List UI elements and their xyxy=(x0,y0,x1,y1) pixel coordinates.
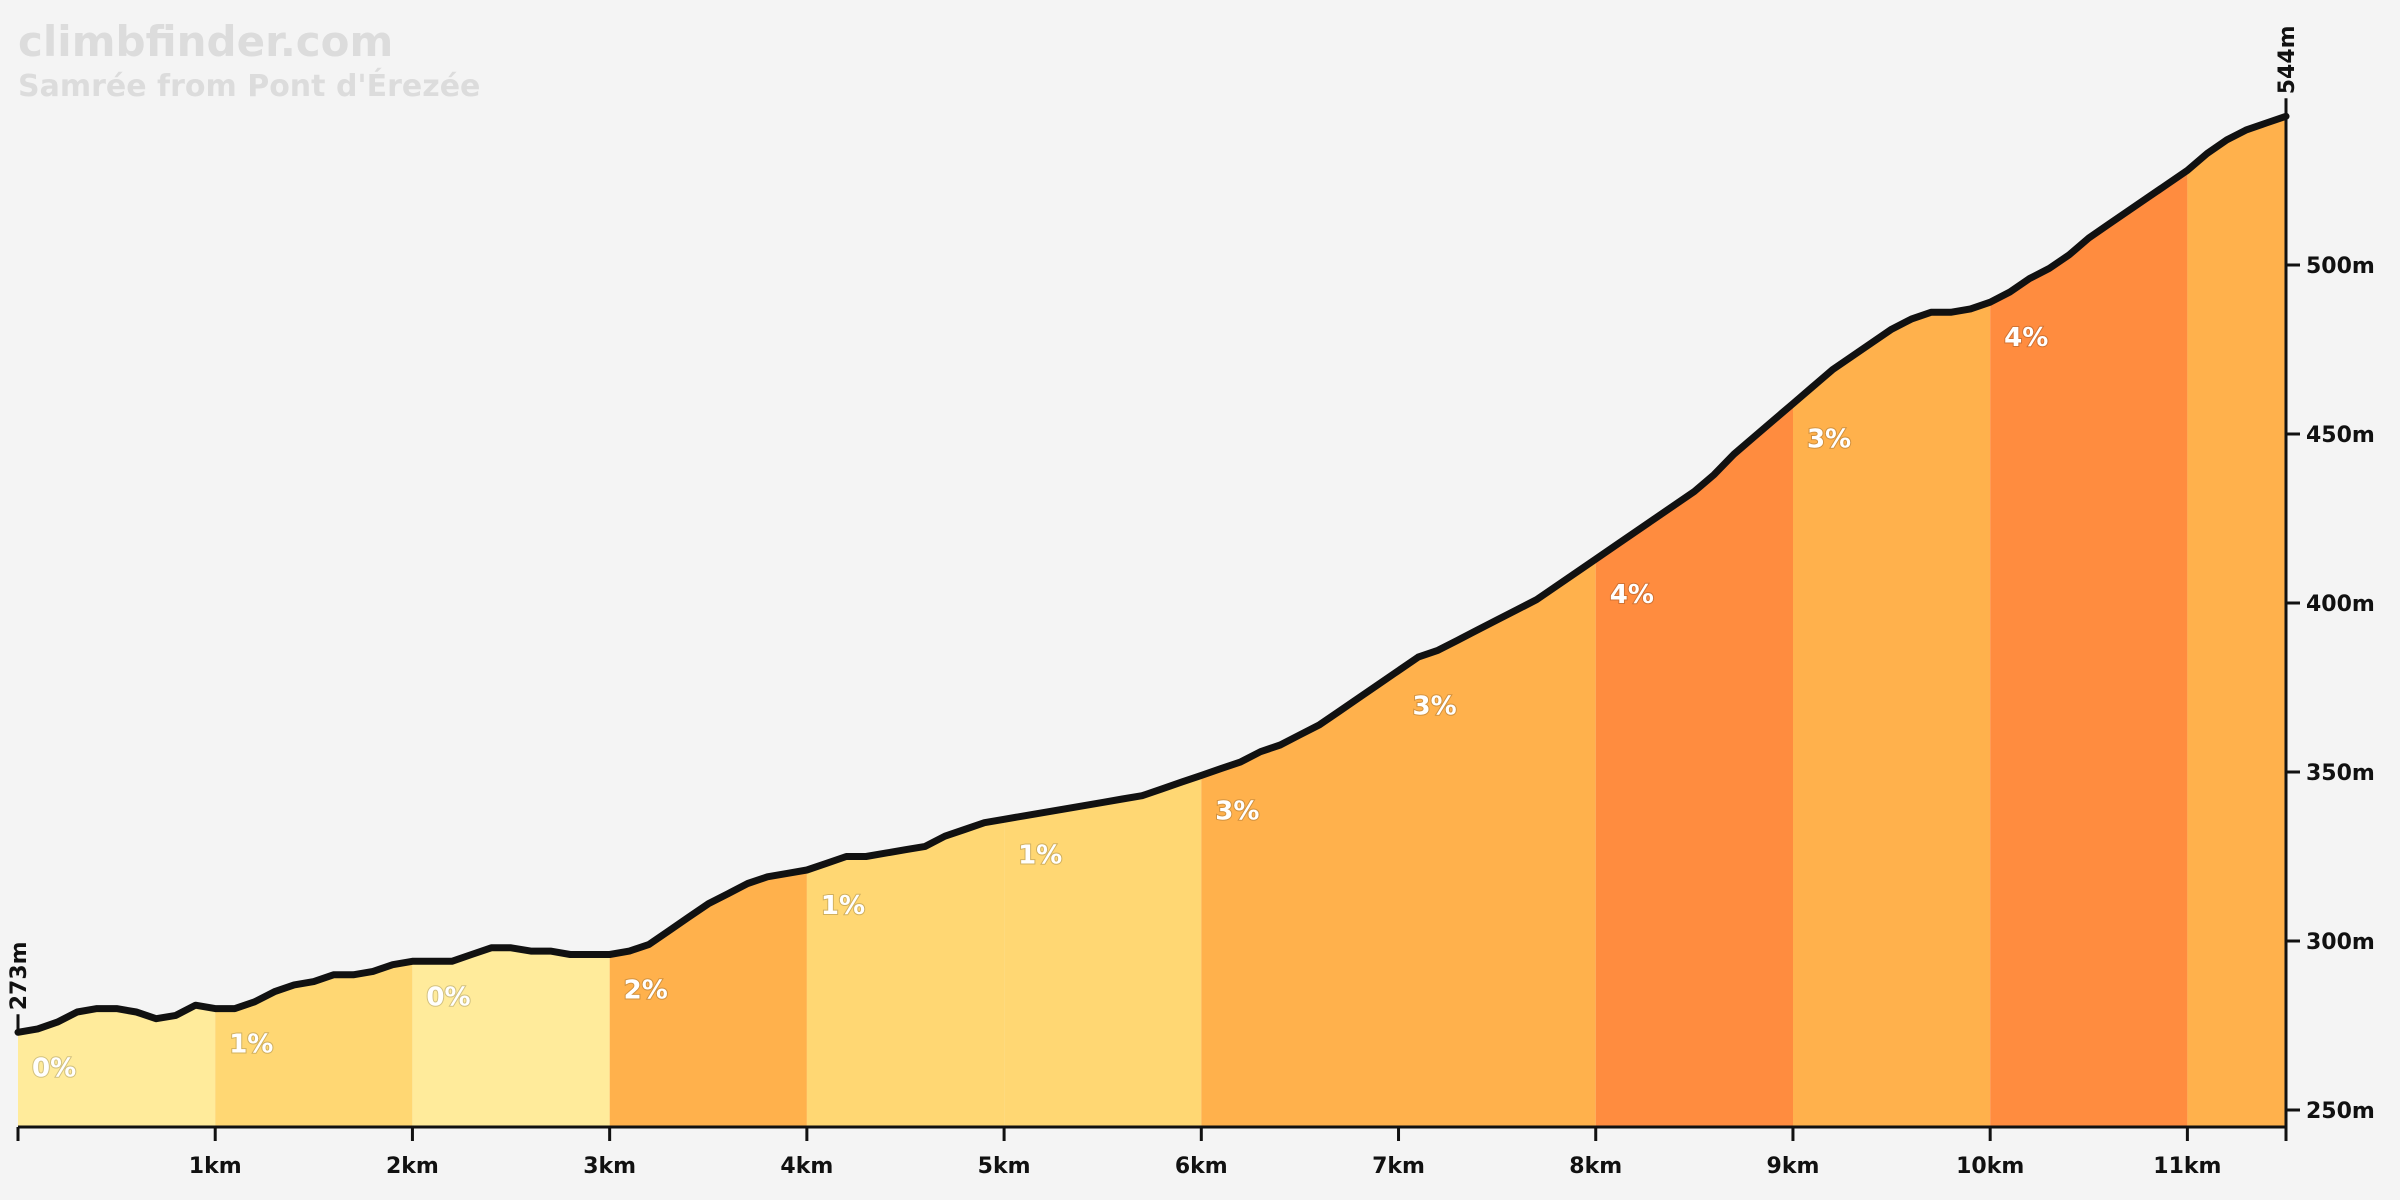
x-tick-label: 5km xyxy=(978,1154,1031,1179)
grade-label: 1% xyxy=(1018,840,1062,870)
grade-segment-11 xyxy=(2187,116,2286,1128)
grade-label: 3% xyxy=(1413,692,1457,722)
x-tick-label: 10km xyxy=(1956,1154,2024,1179)
grade-segment-4 xyxy=(806,819,1005,1127)
grade-label: 2% xyxy=(624,976,668,1006)
grade-segment-7 xyxy=(1398,559,1596,1127)
brand-subtitle: Samrée from Pont d'Érezée xyxy=(18,68,480,104)
grade-label: 0% xyxy=(426,982,470,1012)
grade-segment-6 xyxy=(1201,670,1399,1127)
x-tick-label: 3km xyxy=(583,1154,636,1179)
grade-label: 3% xyxy=(1215,796,1259,826)
x-tick-label: 11km xyxy=(2153,1154,2221,1179)
grade-segments xyxy=(18,116,2286,1128)
x-tick-label: 2km xyxy=(386,1154,439,1179)
grade-label: 1% xyxy=(229,1030,273,1060)
end-elevation-label: 544m xyxy=(2275,25,2300,94)
y-tick-label: 450m xyxy=(2306,423,2375,448)
x-tick-label: 4km xyxy=(780,1154,833,1179)
grade-label: 3% xyxy=(1807,425,1851,455)
profile-line-layer xyxy=(14,112,2290,1036)
x-tick-label: 9km xyxy=(1767,1154,1820,1179)
grade-segment-0 xyxy=(18,1005,216,1127)
grade-segment-10 xyxy=(1990,170,2188,1127)
brand-site: climbfinder.com xyxy=(18,17,393,66)
grade-segment-3 xyxy=(609,870,807,1127)
x-tick-label: 8km xyxy=(1569,1154,1622,1179)
y-tick-label: 500m xyxy=(2306,254,2375,279)
grade-segment-5 xyxy=(1004,775,1202,1127)
grade-segment-1 xyxy=(215,961,413,1127)
grade-segment-2 xyxy=(412,947,610,1127)
y-tick-label: 300m xyxy=(2306,930,2375,955)
grade-label: 4% xyxy=(2004,323,2048,353)
axes: 1km 2km 3km 4km 5km 6km 7km 8km 9km 10km 11km 250m 3… xyxy=(7,25,2375,1179)
brand-watermark: climbfinder.com Samrée from Pont d'Érezé… xyxy=(18,17,480,104)
grade-label: 1% xyxy=(821,891,865,921)
x-tick-label: 6km xyxy=(1175,1154,1228,1179)
y-tick-label: 350m xyxy=(2306,761,2375,786)
grade-labels: 0% 1% 0% 2% 1% 1% 3% 3% 4% 3% 4% xyxy=(31,322,2049,1084)
profile-line xyxy=(14,112,2290,1036)
y-tick-label: 250m xyxy=(2306,1099,2375,1124)
grade-label: 0% xyxy=(32,1053,76,1083)
grade-label: 4% xyxy=(1610,580,1654,610)
y-tick-label: 400m xyxy=(2306,592,2375,617)
grade-segment-9 xyxy=(1793,302,1991,1127)
grade-segment-8 xyxy=(1595,403,1793,1128)
start-elevation-label: 273m xyxy=(7,941,32,1010)
x-tick-label: 7km xyxy=(1372,1154,1425,1179)
x-tick-label: 1km xyxy=(189,1154,242,1179)
